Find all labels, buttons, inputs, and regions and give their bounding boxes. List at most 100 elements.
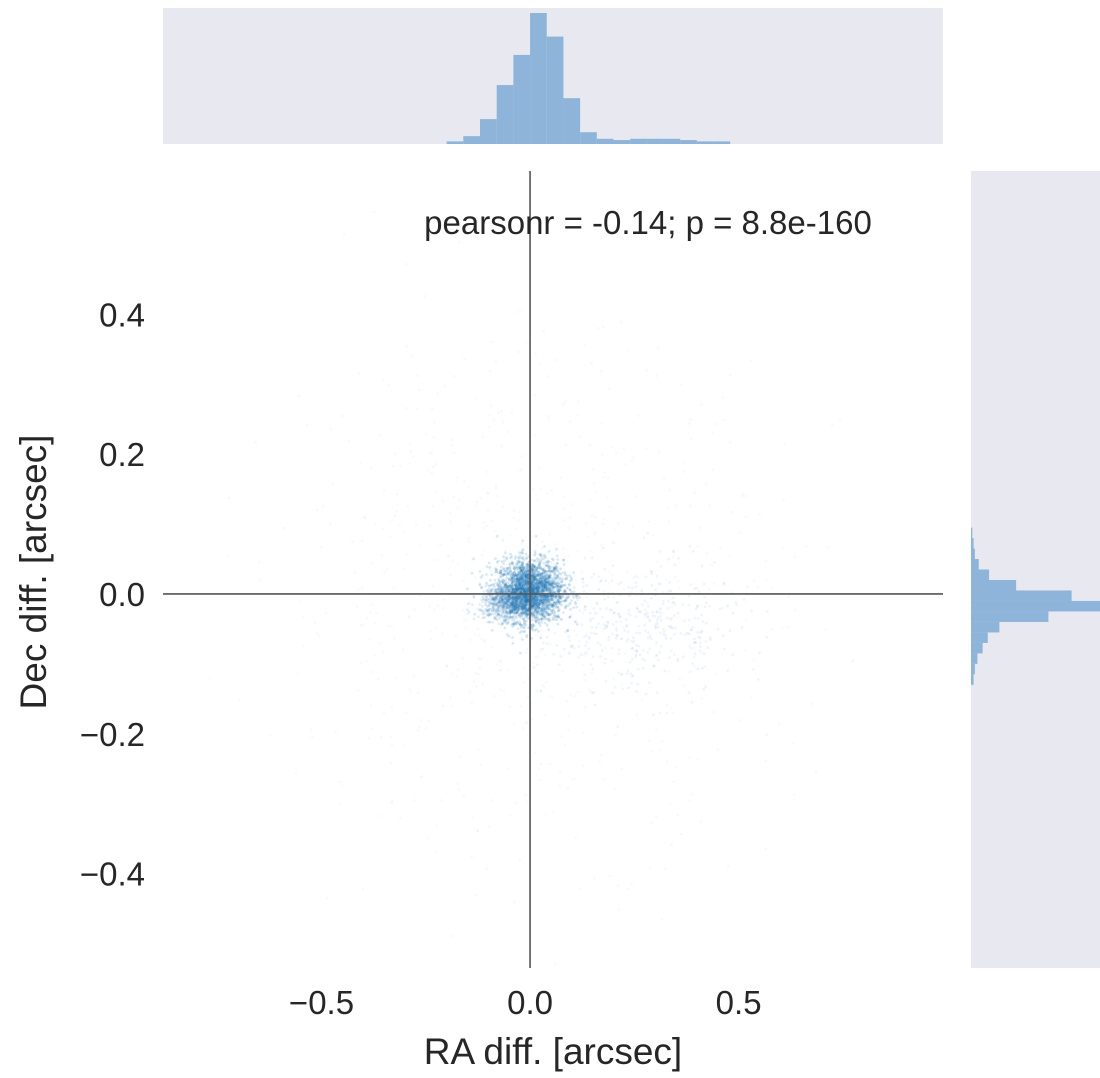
scatter-point: [489, 584, 493, 587]
scatter-point: [313, 621, 317, 625]
scatter-point: [557, 581, 560, 585]
scatter-point: [631, 658, 634, 661]
scatter-point: [664, 636, 668, 640]
scatter-point: [546, 642, 549, 646]
scatter-point: [606, 595, 610, 599]
scatter-point: [534, 598, 538, 602]
scatter-point: [530, 581, 534, 585]
scatter-point: [533, 577, 537, 581]
scatter-point: [582, 653, 586, 657]
scatter-point: [399, 816, 402, 820]
scatter-point: [639, 653, 642, 657]
scatter-point: [730, 510, 733, 514]
scatter-point: [758, 513, 761, 516]
scatter-point: [660, 740, 664, 743]
scatter-point: [560, 735, 564, 738]
scatter-point: [496, 613, 500, 616]
scatter-point: [517, 598, 521, 601]
scatter-point: [539, 589, 543, 592]
scatter-point: [511, 625, 515, 628]
scatter-point: [513, 566, 517, 570]
scatter-point: [449, 520, 453, 524]
scatter-point: [426, 837, 430, 840]
scatter-point: [568, 639, 572, 642]
scatter-point: [412, 798, 416, 802]
scatter-point: [749, 359, 753, 363]
scatter-point: [563, 599, 567, 603]
scatter-point: [627, 585, 631, 589]
scatter-point: [667, 606, 670, 610]
scatter-point: [480, 553, 484, 557]
scatter-point: [659, 614, 663, 618]
scatter-point: [545, 569, 548, 573]
scatter-point: [651, 749, 654, 753]
scatter-point: [544, 598, 548, 602]
scatter-point: [514, 589, 518, 593]
scatter-point: [506, 668, 510, 672]
scatter-point: [590, 556, 594, 560]
scatter-point: [553, 962, 557, 966]
scatter-point: [567, 526, 570, 530]
scatter-point: [518, 566, 522, 570]
scatter-point: [734, 600, 738, 604]
scatter-point: [395, 492, 399, 496]
scatter-point: [429, 637, 433, 641]
scatter-point: [546, 598, 550, 602]
scatter-point: [485, 867, 488, 871]
scatter-point: [682, 470, 685, 473]
scatter-point: [521, 608, 525, 612]
scatter-point: [584, 679, 588, 683]
scatter-point: [517, 580, 521, 584]
scatter-point: [360, 539, 364, 543]
scatter-point: [538, 563, 541, 567]
scatter-point: [510, 616, 514, 619]
scatter-point: [532, 588, 536, 591]
scatter-point: [545, 589, 548, 593]
scatter-point: [324, 611, 328, 615]
scatter-point: [669, 626, 673, 630]
scatter-point: [495, 663, 498, 667]
scatter-point: [393, 452, 397, 455]
scatter-point: [544, 576, 548, 580]
scatter-point: [452, 495, 455, 499]
scatter-point: [688, 418, 692, 421]
scatter-point: [831, 423, 834, 427]
scatter-point: [573, 620, 577, 624]
scatter-point: [520, 568, 523, 572]
scatter-point: [521, 539, 525, 543]
scatter-point: [548, 595, 552, 599]
scatter-point: [566, 595, 569, 599]
scatter-point: [227, 496, 231, 500]
scatter-point: [516, 560, 519, 563]
scatter-point: [559, 655, 563, 658]
scatter-point: [552, 585, 555, 588]
scatter-point: [515, 580, 519, 583]
scatter-point: [481, 612, 485, 616]
scatter-point: [547, 580, 550, 584]
scatter-point: [512, 509, 516, 512]
scatter-point: [502, 689, 505, 693]
scatter-point: [740, 626, 744, 629]
scatter-point: [508, 616, 511, 620]
scatter-point: [542, 600, 545, 604]
scatter-point: [525, 585, 529, 589]
scatter-point: [592, 572, 596, 576]
scatter-point: [501, 573, 505, 576]
scatter-point: [410, 354, 414, 358]
scatter-point: [518, 589, 522, 593]
scatter-point: [531, 718, 534, 721]
scatter-point: [578, 435, 582, 439]
scatter-point: [535, 603, 538, 607]
scatter-point: [540, 609, 544, 612]
scatter-point: [614, 452, 618, 455]
scatter-point: [494, 602, 497, 605]
scatter-point: [679, 832, 683, 836]
scatter-point: [727, 864, 730, 868]
scatter-point: [432, 436, 436, 439]
scatter-point: [615, 620, 618, 624]
scatter-point: [428, 605, 431, 608]
scatter-point: [617, 612, 621, 616]
scatter-point: [449, 934, 453, 938]
scatter-point: [538, 603, 542, 606]
scatter-point: [600, 421, 604, 425]
